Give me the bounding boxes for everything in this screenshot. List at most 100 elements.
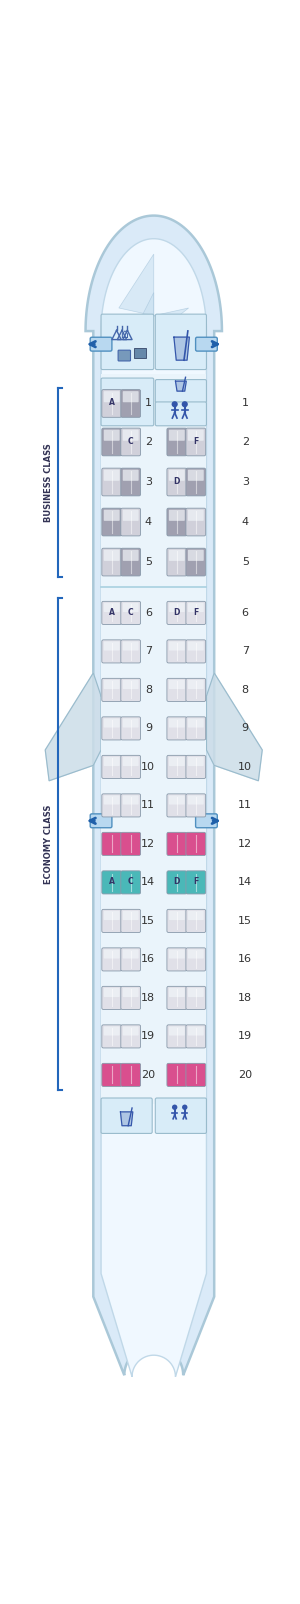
FancyBboxPatch shape	[186, 871, 206, 893]
Polygon shape	[174, 337, 189, 361]
FancyBboxPatch shape	[121, 1063, 141, 1086]
Text: 10: 10	[141, 762, 155, 772]
FancyBboxPatch shape	[186, 428, 206, 456]
Circle shape	[182, 401, 188, 407]
FancyBboxPatch shape	[169, 680, 185, 690]
Polygon shape	[119, 253, 154, 316]
FancyBboxPatch shape	[186, 678, 206, 701]
FancyBboxPatch shape	[101, 314, 154, 369]
Circle shape	[182, 1105, 188, 1110]
FancyBboxPatch shape	[101, 374, 206, 1104]
FancyBboxPatch shape	[169, 796, 185, 805]
FancyBboxPatch shape	[123, 470, 139, 481]
FancyBboxPatch shape	[123, 642, 139, 651]
Text: 3: 3	[145, 476, 152, 488]
Text: 16: 16	[238, 954, 252, 964]
FancyBboxPatch shape	[121, 468, 141, 496]
Text: 19: 19	[141, 1031, 155, 1041]
FancyBboxPatch shape	[186, 549, 206, 576]
Text: 1: 1	[242, 398, 249, 409]
FancyBboxPatch shape	[188, 510, 204, 521]
FancyBboxPatch shape	[123, 950, 139, 959]
FancyBboxPatch shape	[102, 602, 122, 624]
FancyBboxPatch shape	[186, 640, 206, 662]
FancyBboxPatch shape	[167, 508, 187, 536]
Text: 20: 20	[141, 1070, 155, 1079]
Text: F: F	[193, 608, 198, 616]
Circle shape	[172, 401, 178, 407]
FancyBboxPatch shape	[196, 337, 217, 351]
FancyBboxPatch shape	[101, 379, 154, 425]
FancyBboxPatch shape	[188, 470, 204, 481]
FancyBboxPatch shape	[123, 911, 139, 921]
FancyBboxPatch shape	[188, 1027, 204, 1036]
FancyBboxPatch shape	[186, 1063, 206, 1086]
FancyBboxPatch shape	[169, 719, 185, 728]
FancyBboxPatch shape	[121, 832, 141, 855]
FancyBboxPatch shape	[121, 755, 141, 778]
Polygon shape	[154, 308, 189, 324]
FancyBboxPatch shape	[101, 1099, 152, 1134]
Polygon shape	[138, 292, 154, 324]
Text: 4: 4	[145, 516, 152, 528]
FancyBboxPatch shape	[167, 428, 187, 456]
FancyBboxPatch shape	[186, 1025, 206, 1047]
FancyBboxPatch shape	[186, 468, 206, 496]
FancyBboxPatch shape	[155, 403, 206, 425]
FancyBboxPatch shape	[90, 813, 112, 828]
FancyBboxPatch shape	[167, 909, 187, 932]
FancyBboxPatch shape	[186, 986, 206, 1009]
FancyBboxPatch shape	[169, 988, 185, 998]
Text: 10: 10	[238, 762, 252, 772]
FancyBboxPatch shape	[121, 640, 141, 662]
FancyBboxPatch shape	[167, 717, 187, 739]
FancyBboxPatch shape	[104, 430, 120, 441]
FancyBboxPatch shape	[104, 911, 120, 921]
Text: 5: 5	[145, 557, 152, 568]
FancyBboxPatch shape	[186, 508, 206, 536]
Text: ECONOMY CLASS: ECONOMY CLASS	[44, 804, 53, 884]
Polygon shape	[45, 674, 101, 781]
FancyBboxPatch shape	[123, 796, 139, 805]
FancyBboxPatch shape	[188, 550, 204, 561]
FancyBboxPatch shape	[169, 757, 185, 767]
Text: 4: 4	[242, 516, 249, 528]
FancyBboxPatch shape	[121, 909, 141, 932]
FancyBboxPatch shape	[167, 678, 187, 701]
FancyBboxPatch shape	[121, 508, 141, 536]
FancyBboxPatch shape	[104, 391, 120, 403]
FancyBboxPatch shape	[167, 794, 187, 816]
FancyBboxPatch shape	[167, 602, 187, 624]
Text: D: D	[174, 877, 180, 885]
FancyBboxPatch shape	[167, 468, 187, 496]
Text: 14: 14	[141, 877, 155, 887]
FancyBboxPatch shape	[188, 911, 204, 921]
Text: 15: 15	[238, 916, 252, 926]
Text: 7: 7	[242, 646, 249, 656]
FancyBboxPatch shape	[167, 549, 187, 576]
FancyBboxPatch shape	[167, 1063, 187, 1086]
Polygon shape	[85, 215, 222, 1375]
FancyBboxPatch shape	[123, 391, 139, 403]
Text: BUSINESS CLASS: BUSINESS CLASS	[44, 443, 53, 523]
FancyBboxPatch shape	[169, 950, 185, 959]
FancyBboxPatch shape	[121, 948, 141, 970]
Text: ⬛: ⬛	[175, 332, 187, 351]
FancyBboxPatch shape	[186, 794, 206, 816]
FancyBboxPatch shape	[155, 314, 206, 369]
FancyBboxPatch shape	[104, 642, 120, 651]
FancyBboxPatch shape	[104, 603, 120, 613]
Text: 9: 9	[242, 723, 249, 733]
FancyBboxPatch shape	[186, 832, 206, 855]
Text: F: F	[193, 877, 198, 885]
Text: 15: 15	[141, 916, 155, 926]
FancyBboxPatch shape	[102, 871, 122, 893]
FancyBboxPatch shape	[169, 642, 185, 651]
Text: 5: 5	[242, 557, 249, 568]
FancyBboxPatch shape	[102, 1063, 122, 1086]
FancyBboxPatch shape	[104, 719, 120, 728]
FancyBboxPatch shape	[102, 1025, 122, 1047]
FancyBboxPatch shape	[167, 1025, 187, 1047]
Text: 6: 6	[145, 608, 152, 618]
FancyBboxPatch shape	[102, 390, 122, 417]
